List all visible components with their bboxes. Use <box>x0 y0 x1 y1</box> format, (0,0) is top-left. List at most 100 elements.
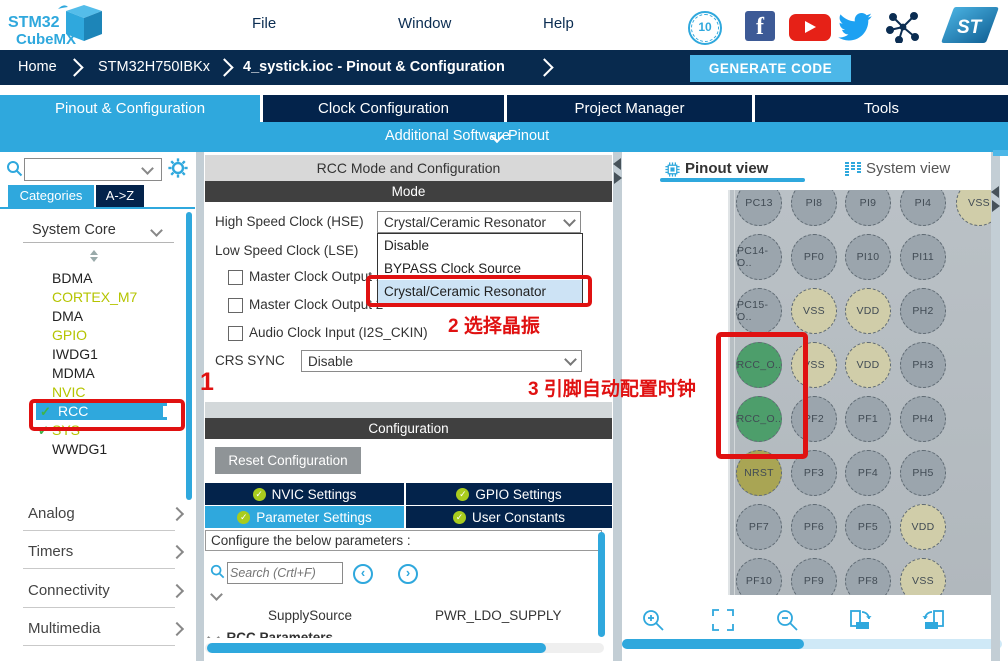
chip-pin-vdd[interactable]: VDD <box>900 504 946 550</box>
sidebar-scrollbar[interactable] <box>186 212 192 500</box>
section-system-core[interactable]: System Core <box>32 222 116 238</box>
tab-pinout-configuration[interactable]: Pinout & Configuration <box>0 95 260 122</box>
collapse-right-icon[interactable] <box>614 172 622 184</box>
sidebar-item-dma[interactable]: DMA <box>52 308 84 324</box>
sidebar-item-gpio[interactable]: GPIO <box>52 327 88 343</box>
chip-pin-rcco[interactable]: RCC_O.. <box>736 342 782 388</box>
tab-gpio-settings[interactable]: ✓ GPIO Settings <box>406 483 612 505</box>
chip-pin-pi11[interactable]: PI11 <box>900 234 946 280</box>
rotate-counterclockwise-icon[interactable] <box>921 607 947 638</box>
collapse-left-icon[interactable] <box>613 158 621 170</box>
parameter-search-input[interactable] <box>227 562 343 584</box>
audio-clock-checkbox[interactable] <box>228 326 243 341</box>
chip-pin-pc13[interactable]: PC13 <box>736 190 782 226</box>
chip-pin-pc14o[interactable]: PC14-O.. <box>736 234 782 280</box>
sidebar-item-sys[interactable]: ✓ SYS <box>38 422 81 438</box>
crs-sync-select[interactable]: Disable <box>301 350 582 372</box>
previous-result-button[interactable]: ‹ <box>353 564 373 584</box>
mco1-checkbox[interactable] <box>228 270 243 285</box>
param-name[interactable]: SupplySource <box>268 608 353 623</box>
mco2-checkbox[interactable] <box>228 298 243 313</box>
twitter-icon[interactable] <box>838 13 872 46</box>
sidebar-item-wwdg1[interactable]: WWDG1 <box>52 441 108 457</box>
tab-parameter-settings[interactable]: ✓ Parameter Settings <box>205 506 404 528</box>
rotate-clockwise-icon[interactable] <box>847 607 873 638</box>
youtube-icon[interactable] <box>789 14 831 41</box>
pinout-hscroll-track[interactable] <box>622 639 1002 649</box>
chip-pin-pf10[interactable]: PF10 <box>736 558 782 595</box>
chip-pin-pf7[interactable]: PF7 <box>736 504 782 550</box>
breadcrumb-mcu[interactable]: STM32H750IBKx <box>98 59 211 75</box>
sidebar-item-cortex_m7[interactable]: CORTEX_M7 <box>52 289 138 305</box>
menu-window[interactable]: Window <box>398 15 452 32</box>
chip-pin-pi8[interactable]: PI8 <box>791 190 837 226</box>
chip-pin-nrst[interactable]: NRST <box>736 450 782 496</box>
chip-pin-rcco[interactable]: RCC_O.. <box>736 396 782 442</box>
collapse-right-icon[interactable] <box>992 200 1000 212</box>
chip-pin-vss[interactable]: VSS <box>791 288 837 334</box>
chip-pin-pf1[interactable]: PF1 <box>845 396 891 442</box>
parameters-hscroll-thumb[interactable] <box>207 643 546 653</box>
sidebar-tab-a-z[interactable]: A->Z <box>96 185 144 207</box>
chip-pin-vdd[interactable]: VDD <box>845 288 891 334</box>
chip-pin-pf6[interactable]: PF6 <box>791 504 837 550</box>
chip-pin-ph3[interactable]: PH3 <box>900 342 946 388</box>
param-value[interactable]: PWR_LDO_SUPPLY <box>435 608 562 623</box>
chip-pin-pf9[interactable]: PF9 <box>791 558 837 595</box>
chip-pin-ph4[interactable]: PH4 <box>900 396 946 442</box>
tab-clock-configuration[interactable]: Clock Configuration <box>263 95 504 122</box>
chip-pin-vss[interactable]: VSS <box>900 558 946 595</box>
sidebar-item-bdma[interactable]: BDMA <box>52 270 93 286</box>
chip-pin-pi4[interactable]: PI4 <box>900 190 946 226</box>
tab-user-constants[interactable]: ✓ User Constants <box>406 506 612 528</box>
facebook-icon[interactable]: f <box>745 11 775 41</box>
zoom-out-icon[interactable] <box>774 607 800 638</box>
sidebar-item-nvic[interactable]: NVIC <box>52 384 86 400</box>
sidebar-item-rcc[interactable]: ✓ RCC <box>0 402 196 421</box>
tab-tools[interactable]: Tools <box>755 95 1008 122</box>
chip-pin-pi9[interactable]: PI9 <box>845 190 891 226</box>
chip-pin-pf4[interactable]: PF4 <box>845 450 891 496</box>
community-icon[interactable] <box>886 11 920 48</box>
pinout-hscroll-thumb[interactable] <box>622 639 804 649</box>
menu-file[interactable]: File <box>252 15 277 32</box>
generate-code-button[interactable]: GENERATE CODE <box>690 55 851 82</box>
sort-icon[interactable] <box>90 250 98 262</box>
splitter-right[interactable] <box>991 152 1000 661</box>
pinout-menu[interactable]: Pinout <box>508 128 550 144</box>
chip-pinout[interactable]: PC13 PI8 PI9 PI4 VSS PC14-O.. PF0 PI10 PI11 PC15-… <box>728 190 993 595</box>
hse-dropdown-option-2[interactable]: BYPASS Clock Source <box>384 261 522 276</box>
chip-pin-pf8[interactable]: PF8 <box>845 558 891 595</box>
fit-screen-icon[interactable] <box>710 607 736 638</box>
tab-system-view[interactable]: System view <box>866 160 951 177</box>
chip-pin-pf2[interactable]: PF2 <box>791 396 837 442</box>
chip-pin-ph2[interactable]: PH2 <box>900 288 946 334</box>
chip-pin-vdd[interactable]: VDD <box>845 342 891 388</box>
hse-dropdown-option-1[interactable]: Disable <box>384 238 430 253</box>
additional-software-menu[interactable]: Additional Software <box>385 128 510 144</box>
reset-configuration-button[interactable]: Reset Configuration <box>215 447 361 474</box>
component-search-input[interactable] <box>24 158 162 181</box>
tab-pinout-view[interactable]: Pinout view <box>685 160 769 177</box>
chip-pin-vss[interactable]: VSS <box>956 190 993 226</box>
hse-select[interactable]: Crystal/Ceramic Resonator <box>377 211 581 233</box>
breadcrumb-home[interactable]: Home <box>18 59 57 75</box>
zoom-in-icon[interactable] <box>640 607 666 638</box>
collapse-left-icon[interactable] <box>991 186 999 198</box>
gear-icon[interactable] <box>167 157 189 184</box>
parameters-vscroll-thumb[interactable] <box>598 532 605 637</box>
next-result-button[interactable]: › <box>398 564 418 584</box>
chip-pin-pc15o[interactable]: PC15-O.. <box>736 288 782 334</box>
splitter-left[interactable] <box>196 152 204 661</box>
tab-project-manager[interactable]: Project Manager <box>507 95 752 122</box>
chip-pin-pf0[interactable]: PF0 <box>791 234 837 280</box>
sidebar-item-mdma[interactable]: MDMA <box>52 365 95 381</box>
hse-dropdown-option-3[interactable]: Crystal/Ceramic Resonator <box>378 280 582 303</box>
sidebar-tab-categories[interactable]: Categories <box>8 185 94 207</box>
chevron-down-icon[interactable] <box>210 588 223 601</box>
menu-help[interactable]: Help <box>543 15 574 32</box>
tab-nvic-settings[interactable]: ✓ NVIC Settings <box>205 483 404 505</box>
sidebar-item-iwdg1[interactable]: IWDG1 <box>52 346 98 362</box>
chip-pin-pf5[interactable]: PF5 <box>845 504 891 550</box>
chip-pin-ph5[interactable]: PH5 <box>900 450 946 496</box>
